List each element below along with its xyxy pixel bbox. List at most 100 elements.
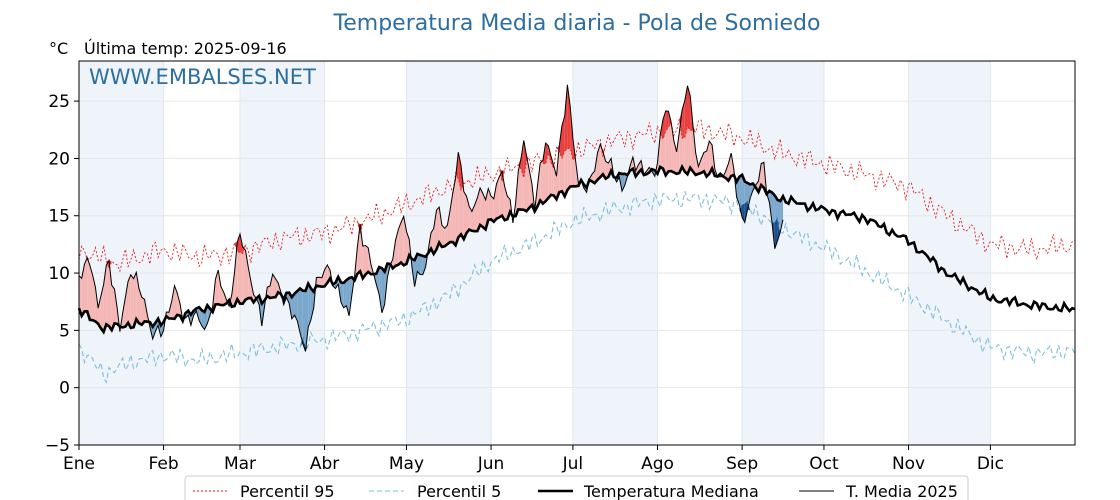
warm-anomaly-segment	[439, 207, 442, 247]
warm-anomaly-segment	[709, 141, 713, 174]
warm-anomaly-segment	[537, 163, 541, 207]
x-axis: Ene Feb Mar Abr May Jun Jul Ago Sep Oct Nov Dic	[63, 445, 1004, 474]
x-tick-label-jun: Jun	[477, 454, 505, 474]
warm-anomaly-segment	[111, 285, 115, 331]
warm-anomaly-segment	[761, 162, 764, 188]
warm-anomaly-segment	[452, 178, 456, 246]
warm-anomaly-segment	[671, 122, 674, 173]
warm-anomaly-segment	[463, 191, 467, 240]
warm-anomaly-segment	[673, 140, 677, 174]
legend-label-p95: Percentil 95	[240, 482, 335, 500]
series-line-percentil-5	[78, 191, 1076, 385]
warm-anomaly-segment	[177, 292, 180, 316]
extreme-warm-segment	[562, 116, 565, 159]
warm-anomaly-segment	[109, 260, 112, 331]
cold-anomaly-segment	[349, 277, 352, 316]
x-tick-label-feb: Feb	[149, 454, 179, 474]
warm-anomaly-segment	[106, 260, 109, 327]
warm-anomaly-segment	[130, 274, 134, 328]
cold-anomaly-segment	[420, 255, 423, 275]
warm-anomaly-segment	[526, 155, 530, 212]
extreme-warm-segment	[458, 152, 461, 190]
cold-anomaly-segment	[294, 291, 298, 321]
warm-anomaly-segment	[728, 153, 732, 181]
y-axis: −5 0 5 10 15 20 25	[45, 92, 79, 456]
warm-anomaly-segment	[450, 192, 453, 243]
legend-item-median: Temperatura Mediana	[538, 482, 759, 500]
month-band-mar	[239, 61, 325, 445]
warm-anomaly-segment	[242, 247, 246, 304]
warm-anomaly-segment	[482, 193, 486, 230]
warm-anomaly-segment	[698, 158, 702, 174]
warm-anomaly-segment	[471, 204, 475, 232]
month-band-jul	[572, 61, 658, 445]
legend-label-year: T. Media 2025	[845, 482, 958, 500]
x-tick-label-nov: Nov	[892, 454, 925, 474]
y-tick-label-2: 5	[59, 321, 70, 341]
legend-label-p5: Percentil 5	[417, 482, 501, 500]
series-lines	[77, 84, 1076, 385]
legend-label-median: Temperatura Mediana	[583, 482, 759, 500]
warm-anomaly-segment	[98, 296, 101, 329]
cold-anomaly-segment	[343, 280, 347, 308]
warm-anomaly-segment	[401, 216, 404, 266]
warm-anomaly-segment	[441, 225, 445, 247]
warm-anomaly-segment	[245, 250, 249, 300]
warm-anomaly-segment	[248, 266, 251, 299]
cold-anomaly-segment	[286, 292, 290, 304]
cold-anomaly-segment	[381, 268, 385, 313]
x-tick-label-may: May	[389, 454, 424, 474]
cold-anomaly-segment	[308, 283, 311, 328]
warm-anomaly-segment	[234, 241, 238, 307]
extreme-cold-segment	[742, 202, 745, 223]
warm-anomaly-segment	[556, 145, 560, 200]
cold-anomaly-segment	[341, 282, 344, 308]
x-tick-label-ago: Ago	[641, 454, 674, 474]
extreme-warm-segment	[665, 110, 669, 132]
warm-anomaly-segment	[360, 224, 363, 279]
warm-anomaly-segment	[518, 157, 522, 210]
x-tick-label-mar: Mar	[224, 454, 256, 474]
x-tick-label-oct: Oct	[809, 454, 839, 474]
warm-anomaly-segment	[602, 151, 606, 179]
cold-anomaly-segment	[305, 283, 309, 352]
warm-anomaly-segment	[488, 188, 491, 220]
x-tick-label-jul: Jul	[562, 454, 584, 474]
warm-anomaly-segment	[693, 125, 696, 175]
warm-anomaly-segment	[469, 206, 472, 231]
warm-anomaly-segment	[270, 274, 273, 298]
month-band-may	[406, 61, 492, 445]
legend-item-p95: Percentil 95	[193, 482, 335, 500]
warm-anomaly-segment	[597, 144, 601, 180]
legend-box	[184, 475, 969, 500]
warm-anomaly-segment	[357, 224, 361, 274]
extreme-warm-segment	[564, 84, 568, 151]
legend-item-p5: Percentil 5	[369, 482, 501, 500]
legend: Percentil 95 Percentil 5 Temperatura Med…	[184, 475, 969, 500]
warm-anomaly-segment	[499, 171, 502, 218]
extreme-cold-segment	[774, 216, 778, 249]
x-tick-label-ene: Ene	[63, 454, 95, 474]
y-unit-label: °C	[49, 39, 68, 58]
y-tick-label-4: 15	[48, 207, 70, 227]
cold-anomaly-segment	[291, 293, 295, 319]
warm-anomaly-segment	[433, 210, 437, 254]
warm-anomaly-segment	[84, 257, 88, 312]
warm-anomaly-segment	[128, 274, 131, 328]
warm-anomaly-segment	[89, 265, 93, 321]
y-tick-label-1: 0	[59, 379, 70, 399]
warm-anomaly-segment	[141, 297, 145, 325]
warm-anomaly-segment	[447, 209, 451, 245]
month-band-nov	[908, 61, 991, 445]
warm-anomaly-segment	[79, 275, 82, 316]
warm-anomaly-segment	[324, 264, 328, 287]
watermark: WWW.EMBALSES.NET	[89, 65, 316, 89]
cold-anomaly-segment	[750, 183, 753, 198]
y-tick-label-6: 25	[48, 92, 70, 112]
warm-anomaly-segment	[100, 284, 104, 332]
last-temp-label: Última temp: 2025-09-16	[84, 39, 287, 58]
cold-anomaly-segment	[780, 196, 783, 232]
warm-anomaly-segment	[540, 160, 543, 204]
warm-anomaly-segment	[365, 245, 369, 275]
x-tick-label-sep: Sep	[726, 454, 758, 474]
